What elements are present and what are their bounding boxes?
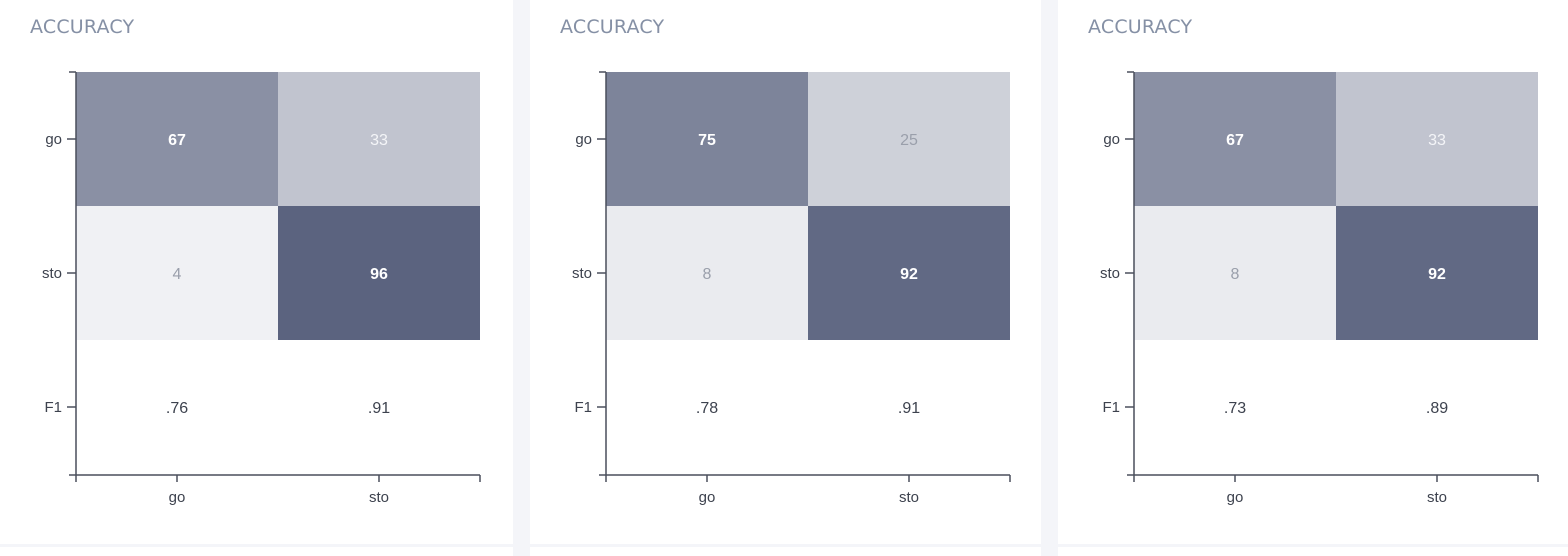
chart-panel-1: ACCURACY 67 33 4 96 .76 .91 go sto F1 go sto [0,0,513,544]
cell-value-label: 75 [698,132,716,149]
x-tick-label: go [169,489,186,506]
cell-value-label: 25 [900,132,918,149]
heatmap-cell [808,72,1010,206]
heatmap-cell [1134,72,1336,206]
y-tick-label: go [575,131,592,148]
f1-score-label: .76 [166,400,188,417]
cell-value-label: 33 [370,132,388,149]
f1-score-label: .91 [368,400,390,417]
x-tick-label: go [699,489,716,506]
y-tick-label: F1 [44,399,62,416]
f1-score-label: .89 [1426,400,1448,417]
cell-value-label: 67 [1226,132,1244,149]
cell-value-label: 92 [900,266,918,283]
cell-value-label: 8 [1231,266,1240,283]
heatmap-cell [278,206,480,340]
cell-value-label: 67 [168,132,186,149]
f1-score-label: .91 [898,400,920,417]
heatmap-cell [76,72,278,206]
chart-title: ACCURACY [30,16,135,38]
next-row-panel-edge [1058,547,1568,556]
y-tick-label: sto [1100,265,1120,282]
heatmap-cell [1336,72,1538,206]
heatmap-cell [606,206,808,340]
y-tick-label: go [45,131,62,148]
confusion-matrix-chart: 75 25 8 92 .78 .91 go sto F1 go sto [572,71,1011,506]
x-tick-label: sto [1427,489,1447,506]
heatmap-cell [606,72,808,206]
next-row-panel-edge [0,547,513,556]
y-tick-label: sto [572,265,592,282]
confusion-matrix-chart: 67 33 8 92 .73 .89 go sto F1 go sto [1100,71,1539,506]
heatmap-cell [76,206,278,340]
x-tick-label: sto [899,489,919,506]
x-tick-label: sto [369,489,389,506]
cell-value-label: 4 [173,266,182,283]
chart-panel-3: ACCURACY 67 33 8 92 .73 .89 go sto F1 go sto [1058,0,1568,544]
f1-score-label: .78 [696,400,718,417]
y-tick-label: go [1103,131,1120,148]
heatmap-cell [1336,206,1538,340]
chart-title: ACCURACY [560,16,665,38]
heatmap-cell [1134,206,1336,340]
x-tick-label: go [1227,489,1244,506]
cell-value-label: 8 [703,266,712,283]
confusion-matrix-chart: 67 33 4 96 .76 .91 go sto F1 go sto [42,71,481,506]
cell-value-label: 33 [1428,132,1446,149]
heatmap-cell [278,72,480,206]
next-row-panel-edge [530,547,1041,556]
y-tick-label: F1 [1102,399,1120,416]
f1-score-label: .73 [1224,400,1246,417]
cell-value-label: 92 [1428,266,1446,283]
heatmap-cell [808,206,1010,340]
cell-value-label: 96 [370,266,388,283]
y-tick-label: sto [42,265,62,282]
chart-title: ACCURACY [1088,16,1193,38]
y-tick-label: F1 [574,399,592,416]
chart-panel-2: ACCURACY 75 25 8 92 .78 .91 go sto F1 go sto [530,0,1041,544]
